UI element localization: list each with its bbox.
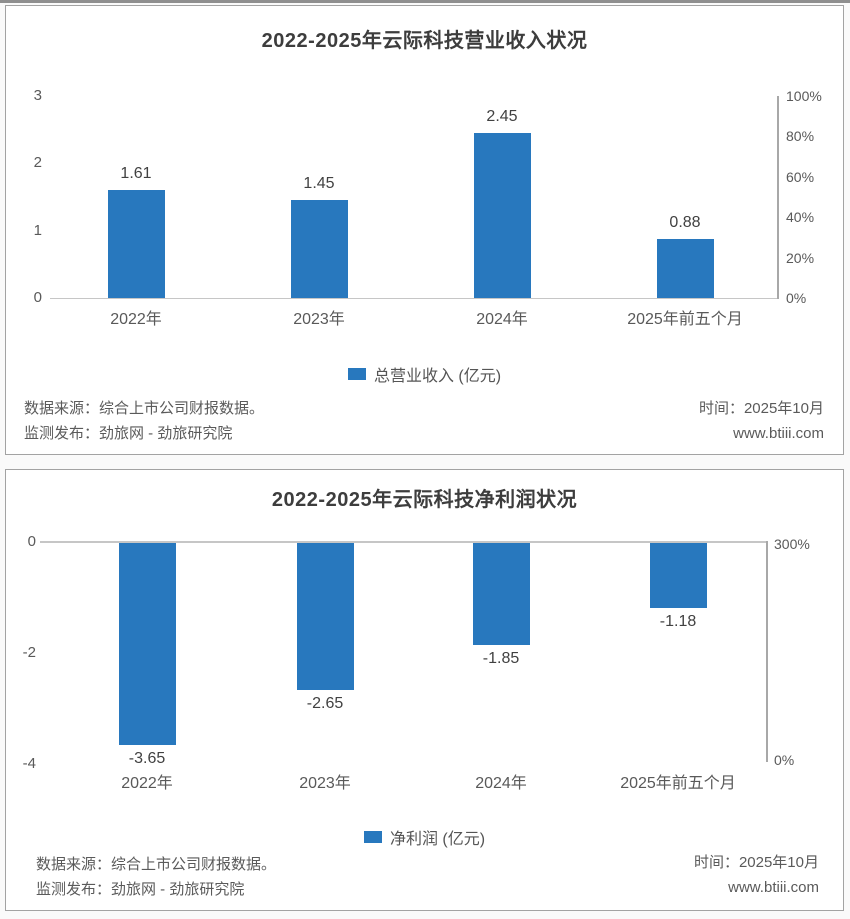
secondary-y-axis-line [766,541,768,762]
y-axis-tick-label: 1 [33,221,42,239]
bar [472,543,530,646]
secondary-y-axis-tick-label: 300% [774,536,810,552]
bar-value-label: -2.65 [306,694,344,712]
y-axis-tick-label: 2 [33,154,42,172]
x-axis-line [50,298,777,299]
x-axis-category-label: 2023年 [293,311,345,328]
time-block: 时间：2025年10月 www.btiii.com [699,396,824,446]
revenue-chart-title: 2022-2025年云际科技营业收入状况 [261,30,588,52]
bar [296,543,354,690]
y-axis-tick-label: 0 [27,533,36,550]
bar-value-label: -1.85 [482,650,520,668]
x-axis-category-label: 2024年 [476,311,528,328]
legend-swatch-icon [363,831,382,843]
y-axis-tick-label: -2 [22,643,36,661]
bar-value-label: -3.65 [128,750,166,768]
x-axis-category-label: 2022年 [110,311,162,328]
source-block: 数据来源：综合上市公司财报数据。 监测发布：劲旅网 - 劲旅研究院 [36,852,276,902]
y-axis-tick-label: 0 [33,289,42,306]
secondary-y-axis-tick-label: 0% [774,752,795,768]
secondary-y-axis-tick-label: 80% [786,128,815,145]
x-axis-category-label: 2025年前五个月 [620,775,736,792]
data-source-note: 数据来源：综合上市公司财报数据。 [36,856,277,873]
secondary-y-axis-tick-label: 0% [786,290,807,306]
report-time: 时间：2025年10月 [693,854,819,871]
secondary-y-axis-tick-label: 100% [786,88,822,104]
time-block: 时间：2025年10月 www.btiii.com [694,850,819,900]
bar-value-label: 0.88 [669,213,701,231]
website-text: www.btiii.com [728,879,819,896]
publisher-note: 监测发布：劲旅网 - 劲旅研究院 [36,881,245,898]
bar [473,133,531,298]
bar-value-label: 2.45 [486,108,518,126]
bar [118,543,176,746]
secondary-y-axis-tick-label: 40% [786,209,815,226]
data-source-note: 数据来源：综合上市公司财报数据。 [24,400,265,417]
x-axis-category-label: 2025年前五个月 [627,311,743,328]
report-time: 时间：2025年10月 [698,400,824,417]
secondary-y-axis-tick-label: 60% [786,168,815,185]
bar [290,200,348,298]
x-axis-line [40,541,766,543]
bar-value-label: 1.61 [120,164,152,182]
revenue-legend: 总营业收入 (亿元) [6,362,843,386]
bar-value-label: -1.18 [659,613,697,631]
revenue-chart-panel: 2022-2025年云际科技营业收入状况 3 2 1 0 100% 80% 60% 40% 20… [5,5,844,455]
x-axis-category-label: 2023年 [299,775,351,792]
bar [649,543,707,609]
bar [656,238,714,298]
x-axis-category-label: 2022年 [121,775,173,792]
y-axis-tick-label: 3 [33,87,42,105]
net-profit-chart-title: 2022-2025年云际科技净利润状况 [271,489,578,511]
bar [107,189,165,298]
source-block: 数据来源：综合上市公司财报数据。 监测发布：劲旅网 - 劲旅研究院 [24,396,264,446]
net-profit-chart-panel: 2022-2025年云际科技净利润状况 0 -2 -4 300% 0% -3.65 2022… [5,469,844,911]
secondary-y-axis-line [777,96,779,299]
legend-label: 净利润 (亿元) [389,831,486,848]
website-text: www.btiii.com [733,425,824,442]
net-profit-legend: 净利润 (亿元) [6,825,843,849]
net-profit-bar-chart: 0 -2 -4 300% 0% -3.65 2022年 -2.65 2023年 -1.85 2024… [6,470,843,910]
secondary-y-axis-tick-label: 20% [786,249,815,266]
y-axis-tick-label: -4 [22,754,36,772]
legend-swatch-icon [347,368,366,380]
x-axis-category-label: 2024年 [475,775,527,792]
legend-label: 总营业收入 (亿元) [373,368,502,385]
revenue-bar-chart: 3 2 1 0 100% 80% 60% 40% 20% 0% 1.61 2022年 1.45 2023年… [6,6,843,454]
bar-value-label: 1.45 [303,175,335,193]
publisher-note: 监测发布：劲旅网 - 劲旅研究院 [24,425,233,442]
window-top-edge [0,0,850,3]
